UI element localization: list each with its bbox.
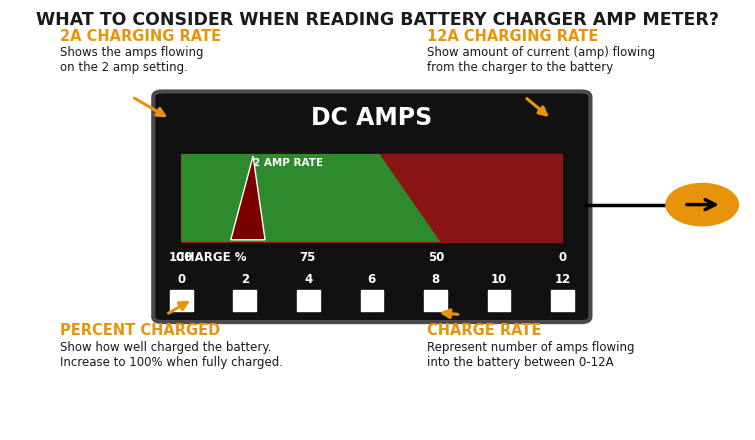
Text: 100: 100 [169,251,193,264]
Text: 50: 50 [429,251,445,264]
Circle shape [666,183,738,226]
Polygon shape [231,156,265,240]
Bar [233,290,256,311]
Bar [551,290,574,311]
Text: DC AMPS: DC AMPS [311,106,433,131]
Polygon shape [181,154,440,242]
FancyBboxPatch shape [153,92,590,322]
Bar [170,290,193,311]
Bar [297,290,319,311]
Text: 0: 0 [177,273,185,286]
Text: 12A CHARGING RATE: 12A CHARGING RATE [427,29,598,44]
Text: 2 AMP RATE: 2 AMP RATE [253,158,323,169]
Bar [424,290,447,311]
Text: 12: 12 [554,273,571,286]
Text: Show how well charged the battery.
Increase to 100% when fully charged.: Show how well charged the battery. Incre… [60,341,283,369]
Text: 10: 10 [491,273,507,286]
Text: 2: 2 [241,273,249,286]
Bar [361,290,383,311]
Text: 4: 4 [304,273,313,286]
Bar [488,290,510,311]
Text: 8: 8 [431,273,439,286]
Bar [181,154,562,242]
Text: 75: 75 [299,251,315,264]
Text: 0: 0 [559,251,566,264]
Text: 6: 6 [368,273,376,286]
Text: WHAT TO CONSIDER WHEN READING BATTERY CHARGER AMP METER?: WHAT TO CONSIDER WHEN READING BATTERY CH… [36,11,719,29]
Text: CHARGE %: CHARGE % [176,251,246,264]
Text: Show amount of current (amp) flowing
from the charger to the battery: Show amount of current (amp) flowing fro… [427,46,655,74]
Text: PERCENT CHARGED: PERCENT CHARGED [60,323,220,338]
Text: Represent number of amps flowing
into the battery between 0-12A: Represent number of amps flowing into th… [427,341,634,369]
Text: CHARGE RATE: CHARGE RATE [427,323,541,338]
Text: Shows the amps flowing
on the 2 amp setting.: Shows the amps flowing on the 2 amp sett… [60,46,204,74]
Text: 2A CHARGING RATE: 2A CHARGING RATE [60,29,221,44]
